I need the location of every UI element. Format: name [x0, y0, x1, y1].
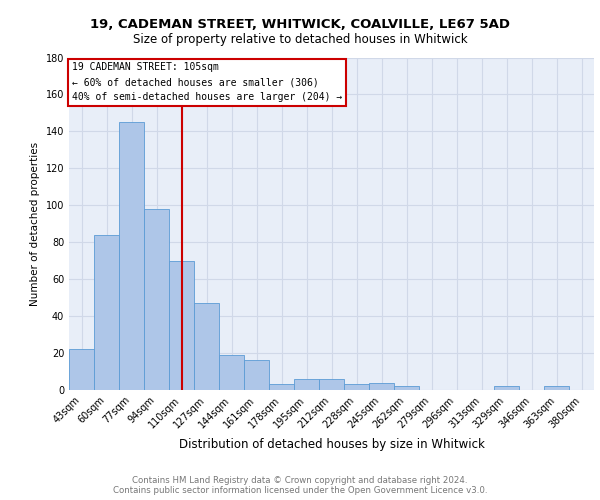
Bar: [494, 386, 519, 390]
Bar: [219, 355, 244, 390]
Y-axis label: Number of detached properties: Number of detached properties: [30, 142, 40, 306]
Bar: [69, 350, 94, 390]
Bar: [269, 384, 294, 390]
Bar: [244, 360, 269, 390]
Bar: [144, 209, 169, 390]
Bar: [194, 303, 219, 390]
Bar: [294, 379, 319, 390]
Bar: [169, 260, 194, 390]
Bar: [94, 235, 119, 390]
Text: Contains HM Land Registry data © Crown copyright and database right 2024.: Contains HM Land Registry data © Crown c…: [132, 476, 468, 485]
X-axis label: Distribution of detached houses by size in Whitwick: Distribution of detached houses by size …: [179, 438, 484, 451]
Text: 19 CADEMAN STREET: 105sqm
← 60% of detached houses are smaller (306)
40% of semi: 19 CADEMAN STREET: 105sqm ← 60% of detac…: [71, 62, 342, 102]
Bar: [344, 384, 369, 390]
Text: 19, CADEMAN STREET, WHITWICK, COALVILLE, LE67 5AD: 19, CADEMAN STREET, WHITWICK, COALVILLE,…: [90, 18, 510, 30]
Text: Contains public sector information licensed under the Open Government Licence v3: Contains public sector information licen…: [113, 486, 487, 495]
Bar: [319, 379, 344, 390]
Text: Size of property relative to detached houses in Whitwick: Size of property relative to detached ho…: [133, 32, 467, 46]
Bar: [544, 386, 569, 390]
Bar: [119, 122, 144, 390]
Bar: [369, 382, 394, 390]
Bar: [394, 386, 419, 390]
